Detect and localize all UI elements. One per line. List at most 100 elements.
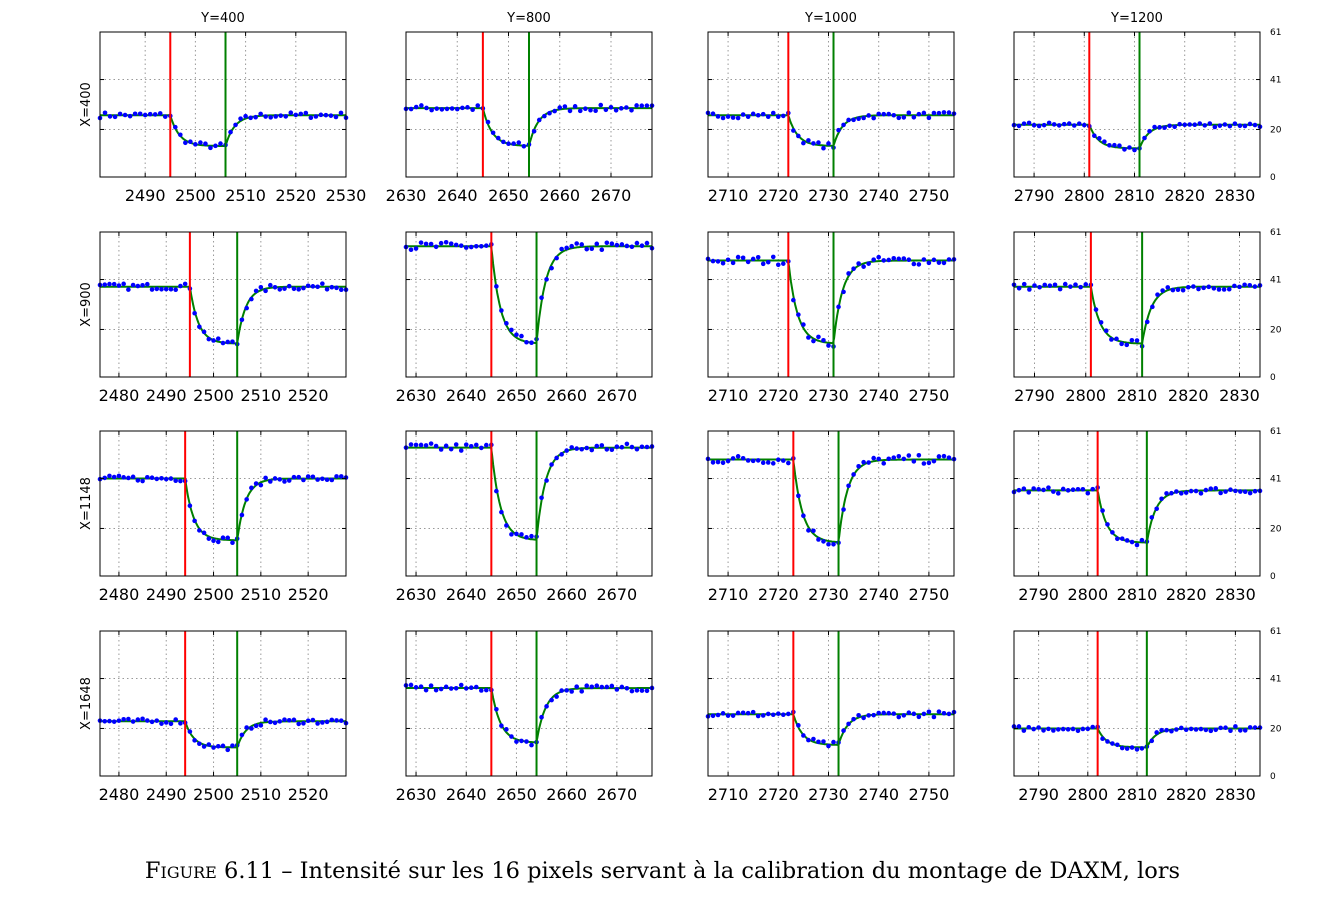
data-point <box>453 685 459 691</box>
data-point <box>569 243 574 249</box>
x-tick-label: 2520 <box>275 186 316 205</box>
data-point <box>220 535 226 541</box>
x-tick-label: 2800 <box>1067 585 1108 604</box>
data-point <box>1222 122 1228 127</box>
data-point <box>249 485 254 491</box>
data-point <box>544 277 549 282</box>
data-point <box>198 140 203 145</box>
data-point <box>465 105 470 110</box>
data-point <box>208 145 213 151</box>
data-point <box>215 336 221 341</box>
data-point <box>413 442 419 448</box>
data-point <box>1021 281 1027 287</box>
panel-frame <box>405 31 653 178</box>
data-point <box>473 684 479 690</box>
data-point <box>624 441 630 447</box>
data-point <box>589 447 595 453</box>
data-point <box>1085 490 1091 496</box>
data-point <box>579 689 585 694</box>
data-point <box>215 539 221 545</box>
data-point <box>201 329 207 335</box>
data-point <box>715 459 721 465</box>
data-point <box>755 713 761 719</box>
data-point <box>215 743 221 749</box>
data-point <box>428 683 434 688</box>
data-point <box>1092 133 1097 139</box>
data-point <box>444 106 450 112</box>
data-point <box>494 488 499 494</box>
data-point <box>745 259 751 265</box>
data-point <box>516 140 522 145</box>
data-point <box>604 684 610 690</box>
data-point <box>1221 287 1227 292</box>
data-point <box>816 739 821 745</box>
data-point <box>791 128 796 133</box>
column-title-3: Y=1000 <box>804 11 857 26</box>
y-tick-label: 0 <box>1270 572 1276 582</box>
data-point <box>750 256 756 262</box>
data-point <box>567 108 573 114</box>
x-tick-label: 2810 <box>1117 386 1158 405</box>
x-tick-label: 2820 <box>1166 585 1207 604</box>
data-point <box>243 113 248 119</box>
data-point <box>107 114 113 119</box>
data-point <box>258 111 263 117</box>
data-point <box>1078 284 1083 290</box>
data-point <box>816 537 821 542</box>
row-label-3: X=1148 <box>79 477 94 530</box>
data-point <box>303 110 309 116</box>
data-point <box>438 240 444 246</box>
data-point <box>901 256 907 261</box>
data-point <box>539 495 544 501</box>
data-point <box>896 714 902 720</box>
data-point <box>796 133 801 139</box>
data-point <box>831 739 836 745</box>
data-point <box>710 460 716 465</box>
x-tick-label: 2720 <box>758 186 799 205</box>
data-point <box>1114 336 1119 342</box>
x-tick-label: 2670 <box>596 785 637 804</box>
data-point <box>173 124 178 130</box>
data-point <box>871 455 876 461</box>
data-point <box>836 304 841 310</box>
data-point <box>871 115 876 121</box>
data-point <box>846 483 851 489</box>
data-point <box>1047 283 1053 288</box>
x-tick-label: 2660 <box>539 186 580 205</box>
data-point <box>936 110 942 116</box>
data-point <box>861 115 866 121</box>
data-point <box>1178 725 1184 731</box>
data-point <box>609 683 615 689</box>
data-point <box>775 114 781 120</box>
y-tick-label: 41 <box>1270 76 1281 86</box>
data-point <box>278 113 284 118</box>
data-point <box>107 718 112 724</box>
data-point <box>1103 328 1109 334</box>
data-point <box>911 459 917 464</box>
data-point <box>1216 287 1222 292</box>
y-tick-label: 0 <box>1270 772 1276 782</box>
data-point <box>618 106 624 111</box>
data-point <box>730 456 736 461</box>
data-point <box>760 460 766 466</box>
data-point <box>338 110 344 116</box>
data-point <box>499 509 504 515</box>
data-point <box>282 717 287 722</box>
panel-6: 2630 2640 2650 2660 2670 <box>396 231 655 405</box>
data-point <box>286 283 292 289</box>
data-point <box>589 246 595 252</box>
data-point <box>891 711 897 716</box>
data-point <box>599 684 605 690</box>
data-point <box>539 714 544 720</box>
data-point <box>479 244 484 249</box>
data-point <box>1060 726 1066 732</box>
data-point <box>634 103 639 108</box>
x-tick-label: 2640 <box>446 785 487 804</box>
data-point <box>1206 284 1212 290</box>
data-point <box>1202 123 1208 128</box>
x-tick-label: 2830 <box>1215 186 1256 205</box>
data-point <box>225 747 231 753</box>
y-tick-label: 61 <box>1270 228 1281 238</box>
data-point <box>921 711 927 717</box>
data-point <box>248 115 253 121</box>
